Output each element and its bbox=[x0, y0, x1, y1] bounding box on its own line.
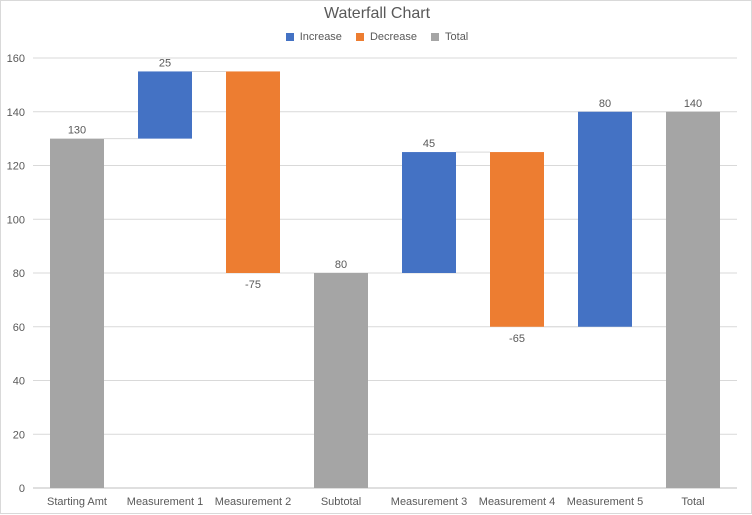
y-tick-label: 20 bbox=[13, 429, 25, 441]
y-tick-label: 160 bbox=[7, 53, 25, 65]
chart-title: Waterfall Chart bbox=[323, 5, 431, 22]
data-label: 140 bbox=[684, 98, 702, 110]
y-tick-label: 40 bbox=[13, 376, 25, 388]
data-label: -75 bbox=[245, 279, 261, 291]
legend-item-decrease: Decrease bbox=[355, 31, 418, 43]
y-tick-label: 120 bbox=[7, 161, 25, 173]
y-tick-label: 80 bbox=[13, 268, 25, 280]
y-tick-label: 60 bbox=[13, 322, 25, 334]
data-label: 130 bbox=[68, 125, 86, 137]
data-label: 45 bbox=[423, 138, 435, 150]
legend-label-total: Total bbox=[445, 31, 469, 43]
bar-increase bbox=[578, 111, 632, 327]
x-tick-label: Measurement 4 bbox=[479, 496, 555, 508]
y-tick-label: 140 bbox=[7, 107, 25, 119]
y-tick-label: 0 bbox=[19, 483, 25, 495]
bar-decrease bbox=[490, 152, 544, 327]
bar-total bbox=[666, 111, 720, 488]
legend-label-increase: Increase bbox=[299, 31, 342, 43]
x-tick-label: Measurement 2 bbox=[215, 496, 291, 508]
bar-increase bbox=[138, 71, 192, 139]
bar-total bbox=[50, 138, 104, 488]
x-tick-label: Measurement 1 bbox=[127, 496, 203, 508]
legend-label-decrease: Decrease bbox=[369, 31, 418, 43]
data-label: 25 bbox=[159, 57, 171, 69]
legend-item-increase: Increase bbox=[285, 31, 342, 43]
legend-item-total: Total bbox=[431, 31, 468, 43]
x-tick-label: Subtotal bbox=[321, 496, 361, 508]
legend-swatch-decrease bbox=[355, 33, 364, 41]
data-label: 80 bbox=[599, 98, 611, 110]
bar-decrease bbox=[226, 71, 280, 273]
bar-total bbox=[314, 273, 368, 488]
data-label: 80 bbox=[335, 259, 347, 271]
y-tick-label: 100 bbox=[7, 214, 25, 226]
x-tick-label: Total bbox=[681, 496, 704, 508]
bar-increase bbox=[402, 152, 456, 273]
legend: Increase Decrease Total bbox=[1, 31, 752, 43]
x-tick-label: Starting Amt bbox=[47, 496, 107, 508]
x-tick-label: Measurement 3 bbox=[391, 496, 467, 508]
x-tick-label: Measurement 5 bbox=[567, 496, 643, 508]
legend-swatch-total bbox=[431, 33, 440, 41]
legend-swatch-increase bbox=[285, 33, 294, 41]
data-label: -65 bbox=[509, 333, 525, 345]
